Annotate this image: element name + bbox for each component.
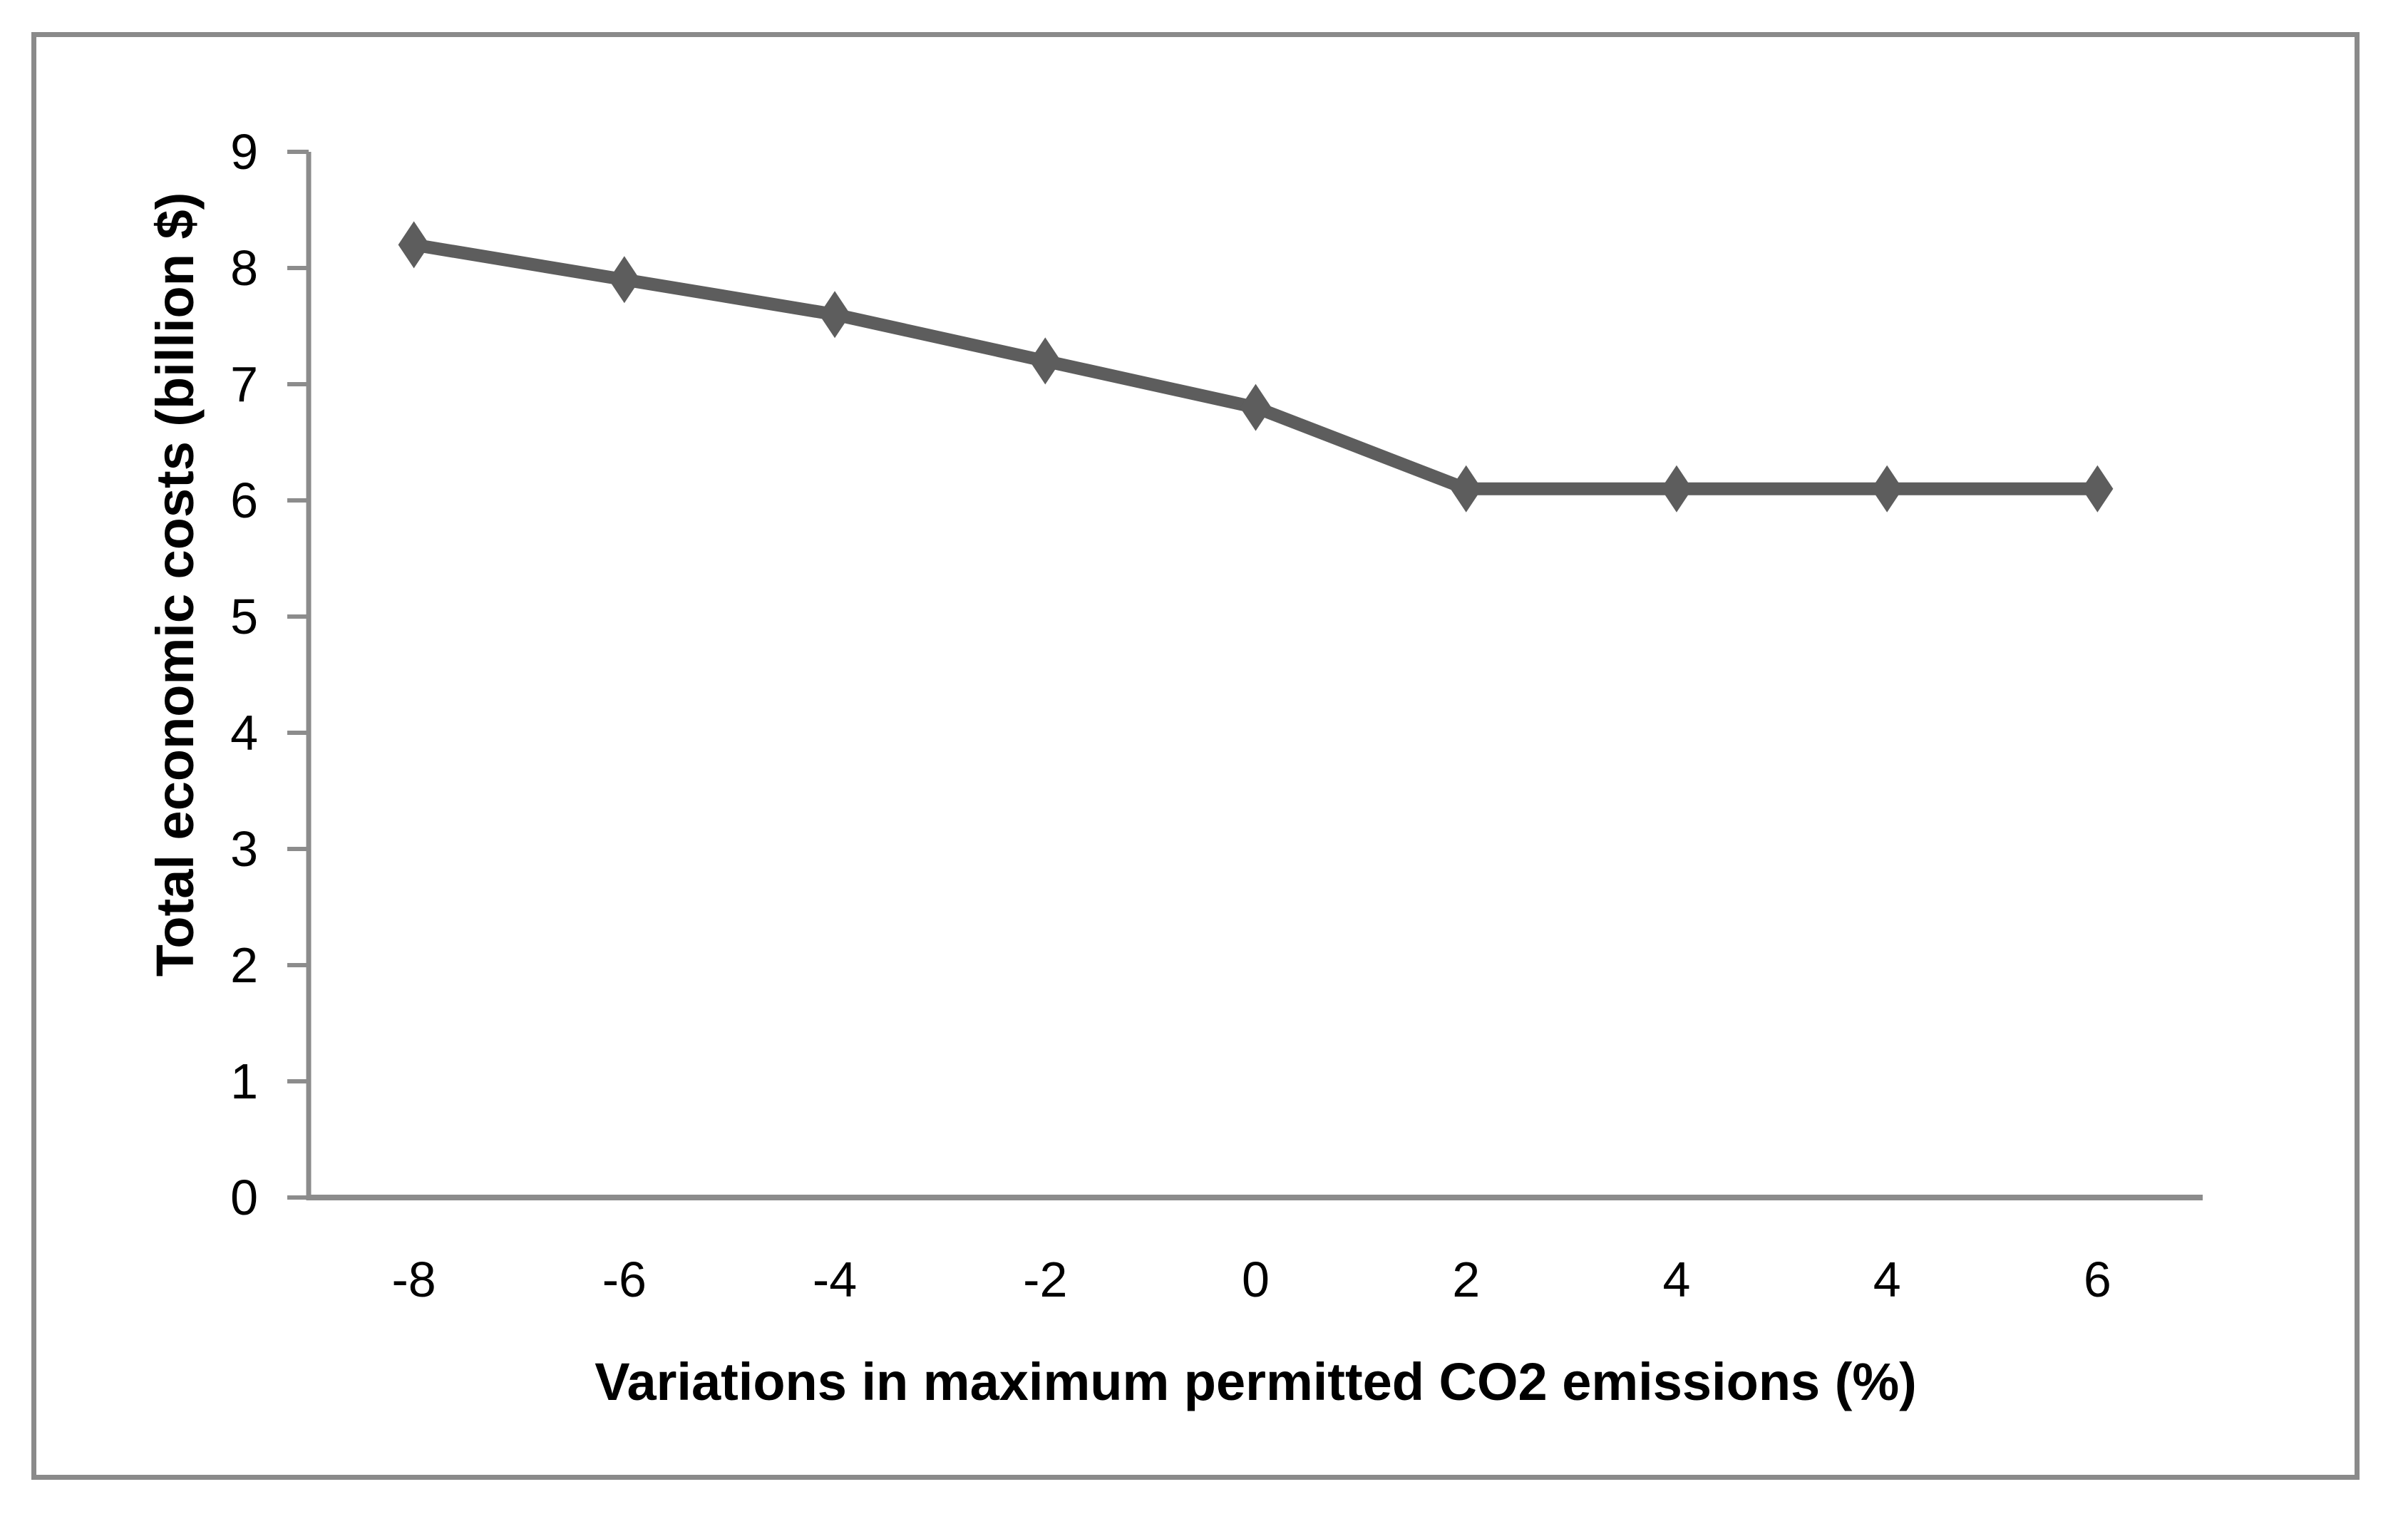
y-tick-label: 2: [230, 937, 258, 993]
x-tick-label: 0: [1242, 1252, 1270, 1307]
data-point-marker: [2082, 465, 2114, 513]
data-point-marker: [1660, 465, 1692, 513]
y-tick-label: 3: [230, 821, 258, 877]
y-tick-label: 8: [230, 240, 258, 296]
data-line: [407, 238, 2104, 495]
x-tick-label: 4: [1662, 1252, 1690, 1307]
data-point-marker: [608, 256, 640, 304]
x-tick-label: -2: [1023, 1252, 1067, 1307]
data-point-marker: [1450, 465, 1482, 513]
data-point-marker: [1029, 337, 1061, 385]
x-tick-label: -4: [813, 1252, 857, 1307]
y-tick-label: 4: [230, 705, 258, 761]
y-tick-label: 1: [230, 1054, 258, 1109]
y-tick-label: 9: [230, 124, 258, 180]
data-point-marker: [1240, 383, 1272, 431]
x-tick-label: 2: [1452, 1252, 1480, 1307]
x-tick-label: 6: [2084, 1252, 2111, 1307]
x-tick-label: -8: [391, 1252, 436, 1307]
y-tick-label: 0: [230, 1170, 258, 1225]
data-point-marker: [819, 291, 851, 339]
y-tick-label: 7: [230, 356, 258, 412]
data-point-marker: [398, 221, 430, 269]
y-tick-label: 5: [230, 589, 258, 644]
x-axis-title: Variations in maximum permitted CO2 emis…: [595, 1352, 1917, 1411]
x-tick-label: -6: [602, 1252, 647, 1307]
x-tick-label: 4: [1873, 1252, 1901, 1307]
y-tick-label: 6: [230, 473, 258, 528]
chart-frame-border: [31, 32, 2360, 1480]
y-axis-title: Total economic costs (billion $): [145, 192, 205, 977]
data-point-marker: [1871, 465, 1903, 513]
